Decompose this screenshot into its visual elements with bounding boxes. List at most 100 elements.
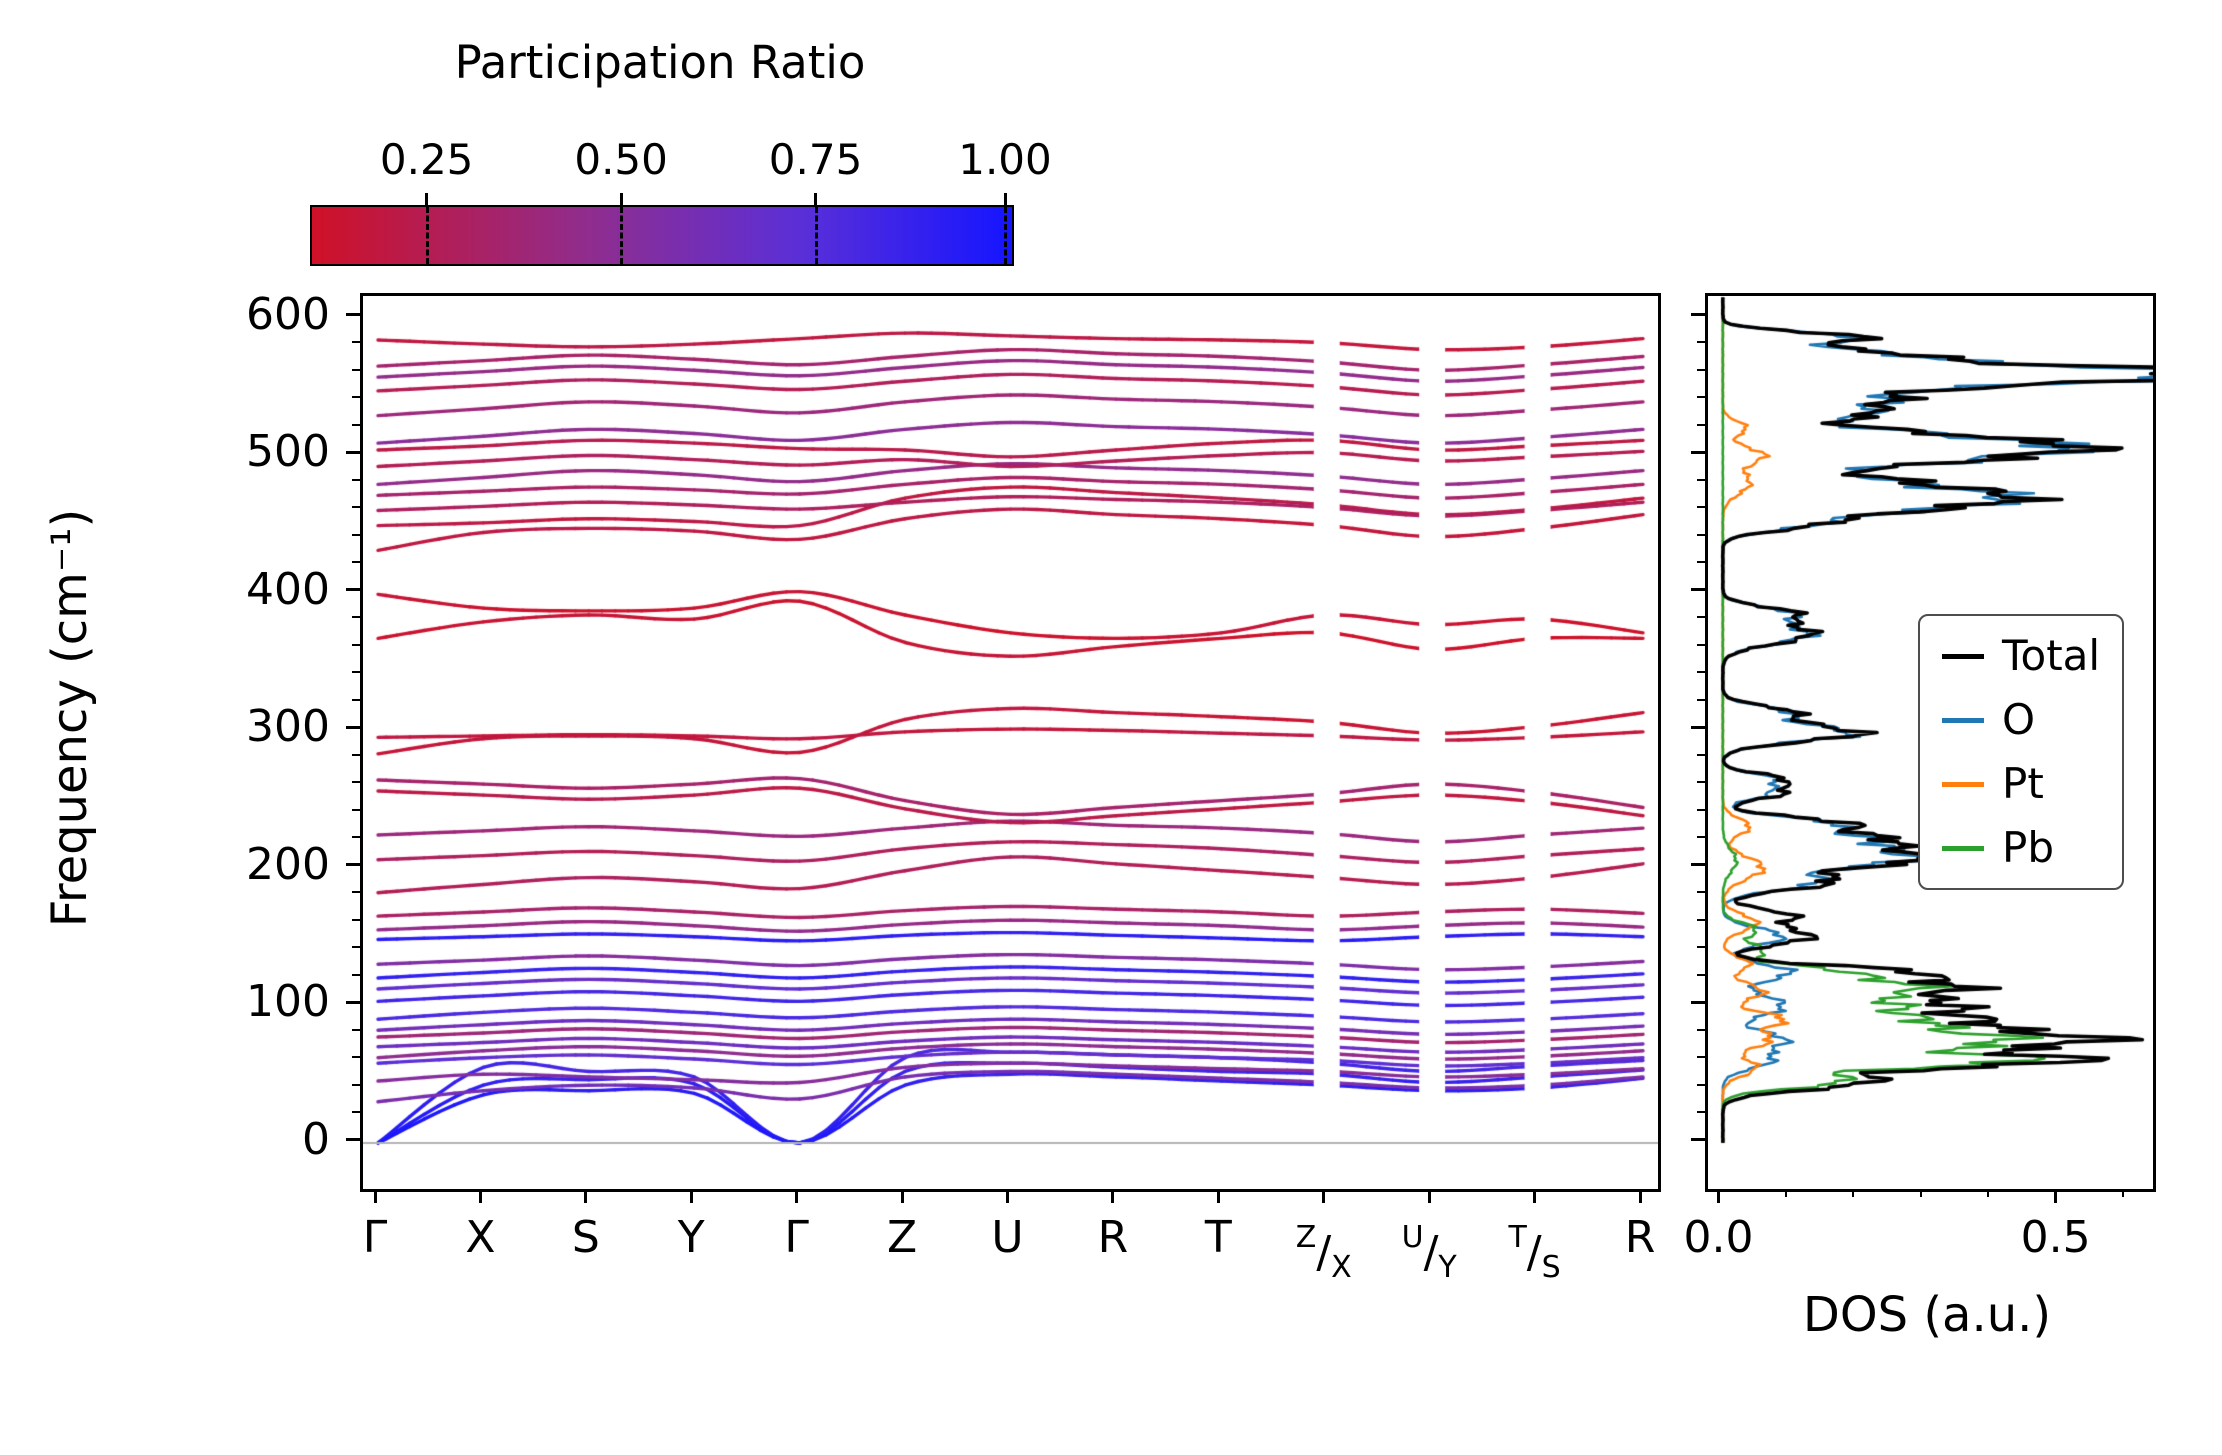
y-minor-tick-mark xyxy=(352,396,360,399)
dos-y-minor-tick-mark xyxy=(1697,478,1705,481)
y-tick-label: 500 xyxy=(246,426,330,478)
dos-x-minor-tick-mark xyxy=(1919,1189,1922,1197)
dos-y-minor-tick-mark xyxy=(1697,1111,1705,1114)
colorbar-tick-label: 0.50 xyxy=(574,135,668,184)
k-tick-mark xyxy=(1111,1189,1115,1203)
dos-y-tick-mark xyxy=(1691,1138,1705,1142)
dos-y-minor-tick-mark xyxy=(1697,1056,1705,1059)
y-tick-mark xyxy=(346,1000,360,1004)
dos-y-minor-tick-mark xyxy=(1697,561,1705,564)
dos-y-minor-tick-mark xyxy=(1697,781,1705,784)
kpoint-label: T/S xyxy=(1508,1220,1561,1285)
dos-x-axis-label: DOS (a.u.) xyxy=(1802,1287,2052,1343)
y-minor-tick-mark xyxy=(352,423,360,426)
legend-label: O xyxy=(2002,695,2036,744)
dos-y-minor-tick-mark xyxy=(1697,368,1705,371)
y-tick-label: 200 xyxy=(246,838,330,890)
dos-y-tick-mark xyxy=(1691,863,1705,867)
dos-x-tick-label: 0.0 xyxy=(1683,1212,1754,1263)
k-tick-mark xyxy=(478,1189,482,1203)
dos-y-minor-tick-mark xyxy=(1697,671,1705,674)
legend-label: Pt xyxy=(2002,759,2044,808)
dos-y-minor-tick-mark xyxy=(1697,753,1705,756)
dos-y-minor-tick-mark xyxy=(1697,973,1705,976)
colorbar-tick-line xyxy=(1004,207,1007,264)
y-minor-tick-mark xyxy=(352,368,360,371)
dos-y-minor-tick-mark xyxy=(1697,506,1705,509)
dos-y-tick-mark xyxy=(1691,725,1705,729)
y-minor-tick-mark xyxy=(352,506,360,509)
dos-y-minor-tick-mark xyxy=(1697,1083,1705,1086)
k-tick-mark xyxy=(1638,1189,1642,1203)
dos-y-minor-tick-mark xyxy=(1697,891,1705,894)
y-minor-tick-mark xyxy=(352,1083,360,1086)
dos-y-minor-tick-mark xyxy=(1697,808,1705,811)
dos-x-tick-mark xyxy=(2054,1189,2058,1203)
colorbar-tick-label: 0.75 xyxy=(768,135,863,184)
y-minor-tick-mark xyxy=(352,836,360,839)
k-tick-mark xyxy=(1427,1189,1431,1203)
k-tick-mark xyxy=(373,1189,377,1203)
kpoint-label: T xyxy=(1204,1212,1232,1263)
y-minor-tick-mark xyxy=(352,946,360,949)
dos-y-minor-tick-mark xyxy=(1697,423,1705,426)
k-tick-mark xyxy=(1322,1189,1326,1203)
y-minor-tick-mark xyxy=(352,753,360,756)
dos-y-tick-mark xyxy=(1691,450,1705,454)
y-minor-tick-mark xyxy=(352,341,360,344)
band-structure-plot xyxy=(360,293,1661,1192)
y-tick-mark xyxy=(346,1138,360,1142)
colorbar xyxy=(310,205,1014,266)
legend-line-sample xyxy=(1942,653,1984,659)
kpoint-label: X xyxy=(465,1212,496,1263)
dos-x-minor-tick-mark xyxy=(2122,1189,2125,1197)
colorbar-tick-label: 1.00 xyxy=(958,135,1052,184)
y-minor-tick-mark xyxy=(352,918,360,921)
y-minor-tick-mark xyxy=(352,808,360,811)
y-minor-tick-mark xyxy=(352,1056,360,1059)
legend-line-sample xyxy=(1942,845,1984,851)
dos-y-tick-mark xyxy=(1691,1000,1705,1004)
dos-y-minor-tick-mark xyxy=(1697,918,1705,921)
k-tick-mark xyxy=(795,1189,799,1203)
dos-y-minor-tick-mark xyxy=(1697,533,1705,536)
y-minor-tick-mark xyxy=(352,1111,360,1114)
dos-x-tick-mark xyxy=(1716,1189,1720,1203)
y-minor-tick-mark xyxy=(352,1028,360,1031)
y-minor-tick-mark xyxy=(352,643,360,646)
legend-item: Pt xyxy=(1942,760,2100,808)
dos-y-minor-tick-mark xyxy=(1697,616,1705,619)
y-tick-mark xyxy=(346,725,360,729)
dos-y-minor-tick-mark xyxy=(1697,698,1705,701)
k-tick-mark xyxy=(1006,1189,1009,1203)
colorbar-tick-line xyxy=(814,207,818,264)
y-tick-label: 600 xyxy=(246,288,330,340)
y-axis-label: Frequency (cm⁻¹) xyxy=(42,508,98,928)
y-tick-mark xyxy=(346,313,360,317)
colorbar-tick-line xyxy=(620,207,624,264)
dos-y-minor-tick-mark xyxy=(1697,396,1705,399)
y-minor-tick-mark xyxy=(352,616,360,619)
colorbar-tick-mark xyxy=(425,193,429,205)
k-tick-mark xyxy=(1216,1189,1220,1203)
k-tick-mark xyxy=(689,1189,693,1203)
dos-x-minor-tick-mark xyxy=(1852,1189,1855,1197)
dos-y-minor-tick-mark xyxy=(1697,1028,1705,1031)
kpoint-label: S xyxy=(571,1212,600,1263)
band-structure-canvas xyxy=(363,296,1658,1189)
dos-y-tick-mark xyxy=(1691,588,1705,592)
k-tick-mark xyxy=(584,1189,588,1203)
legend-label: Pb xyxy=(2002,823,2054,872)
kpoint-label: Y xyxy=(677,1212,705,1263)
y-tick-label: 0 xyxy=(302,1113,330,1165)
y-minor-tick-mark xyxy=(352,973,360,976)
kpoint-label: Γ xyxy=(362,1212,388,1263)
legend-line-sample xyxy=(1942,781,1984,787)
y-minor-tick-mark xyxy=(352,478,360,481)
dos-x-tick-label: 0.5 xyxy=(2020,1212,2091,1263)
kpoint-label: U/Y xyxy=(1401,1220,1457,1285)
dos-y-minor-tick-mark xyxy=(1697,643,1705,646)
colorbar-tick-label: 0.25 xyxy=(379,135,474,184)
y-minor-tick-mark xyxy=(352,891,360,894)
